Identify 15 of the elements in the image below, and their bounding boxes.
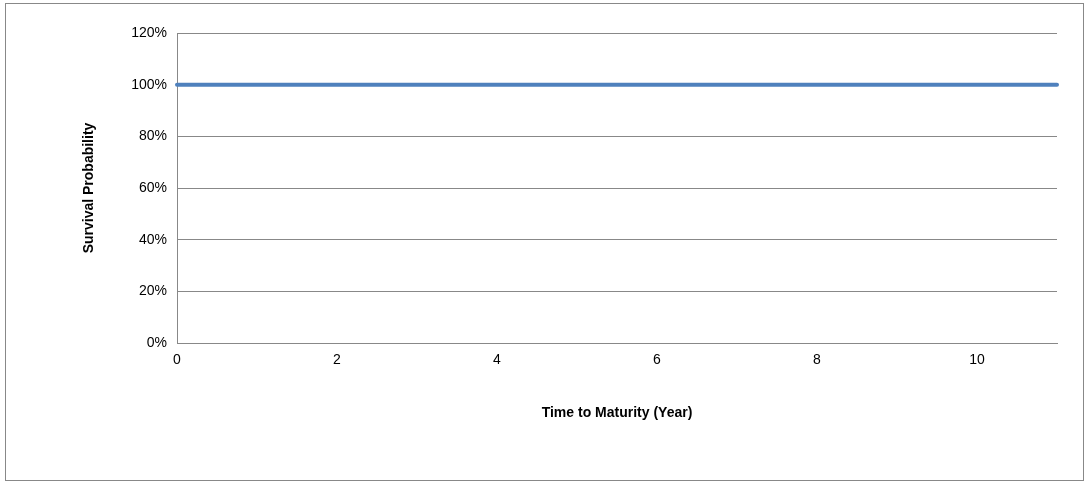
y-tick-label: 80% <box>138 127 167 144</box>
x-tick-label: 8 <box>813 351 822 368</box>
y-tick-label: 120% <box>131 23 167 40</box>
y-tick-label: 100% <box>131 75 167 92</box>
x-tick-label: 10 <box>969 351 985 368</box>
x-tick-label: 2 <box>333 351 342 368</box>
x-axis-title: Time to Maturity (Year) <box>541 404 693 421</box>
y-tick-label: 60% <box>138 178 167 195</box>
y-tick-label: 40% <box>138 230 167 247</box>
y-axis-title: Survival Probability <box>80 122 97 254</box>
y-tick-label: 0% <box>146 333 167 350</box>
x-tick-label: 0 <box>173 351 182 368</box>
x-tick-label: 6 <box>653 351 662 368</box>
x-tick-label: 4 <box>493 351 502 368</box>
y-tick-label: 20% <box>138 282 167 299</box>
